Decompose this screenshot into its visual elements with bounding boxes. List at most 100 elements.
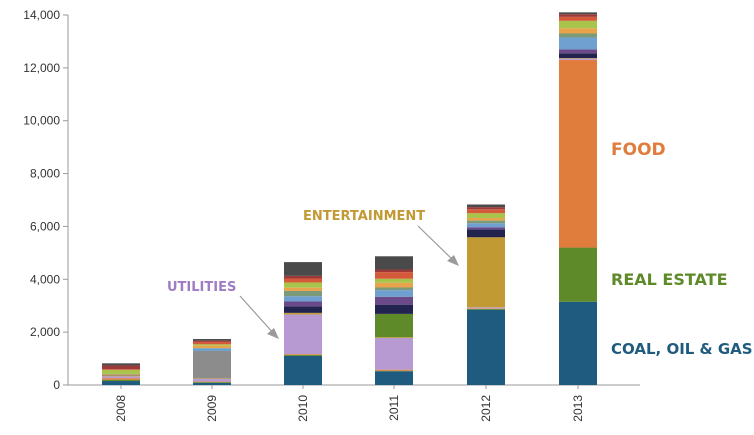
- bar-segment-2012-13: [467, 213, 505, 218]
- annotation-coal-oil-gas: COAL, OIL & GAS: [611, 340, 753, 358]
- bar-segment-2011-10: [375, 290, 413, 297]
- x-tick-label-group: 2008 2009 2010 2011 2012 2013: [114, 395, 585, 422]
- bar-segment-2013-11: [559, 33, 597, 38]
- bar-segment-2011-9: [375, 296, 413, 305]
- annotation-food: FOOD: [611, 140, 666, 160]
- bar-segment-2012-12: [467, 217, 505, 221]
- x-tick-label-2009: 2009: [205, 395, 219, 422]
- bar-segment-2011-14: [375, 272, 413, 279]
- bar-segment-2010-16: [284, 262, 322, 276]
- bar-segment-2013-13: [559, 20, 597, 29]
- bar-segment-2011-2: [375, 369, 413, 371]
- bar-segment-2009-14: [193, 341, 231, 345]
- x-tick-label-2008: 2008: [114, 395, 128, 422]
- x-tick-label-2012: 2012: [479, 395, 493, 422]
- bar-segment-2013-12: [559, 28, 597, 34]
- bar-segment-2009-13: [193, 344, 231, 346]
- y-tick-label: 14,000: [23, 8, 60, 22]
- bar-segment-2012-14: [467, 209, 505, 214]
- bar-segment-2008-16: [102, 363, 140, 366]
- bar-segment-2008-6: [102, 374, 140, 376]
- bar-segment-2012-1: [467, 308, 505, 310]
- bar-segment-2008-2: [102, 378, 140, 380]
- bar-segment-2013-8: [559, 53, 597, 59]
- bar-segment-2010-10: [284, 296, 322, 302]
- utilities-arrow: [239, 295, 279, 339]
- bar-segment-2012-3: [467, 307, 505, 309]
- bar-segment-2011-5: [375, 313, 413, 338]
- y-tick-label: 10,000: [23, 114, 60, 128]
- bar-segment-2011-0: [375, 371, 413, 385]
- entertainment-arrow: [417, 225, 459, 266]
- bar-segment-2009-6: [193, 350, 231, 379]
- bar-segment-2012-10: [467, 223, 505, 228]
- bar-segment-2010-11: [284, 290, 322, 297]
- y-tick-group: 0 2,000 4,000 6,000 8,000 10,000 12,000 14,000: [23, 8, 68, 392]
- y-tick-label: 8,000: [30, 167, 60, 181]
- bar-segment-2010-15: [284, 275, 322, 279]
- bar-segment-2011-12: [375, 282, 413, 288]
- annotation-group: FOOD REAL ESTATE COAL, OIL & GAS UTILITI…: [167, 140, 753, 358]
- axes: [67, 15, 640, 386]
- annotation-utilities: UTILITIES: [167, 280, 236, 295]
- bar-segment-2009-0: [193, 382, 231, 385]
- bar-segment-2011-4: [375, 337, 413, 338]
- bar-segment-2008-4: [102, 375, 140, 377]
- bar-segment-2010-13: [284, 282, 322, 288]
- bar-segment-2008-0: [102, 381, 140, 385]
- bar-segment-2012-15: [467, 207, 505, 210]
- y-tick-label: 2,000: [30, 325, 60, 339]
- bar-segment-2009-15: [193, 340, 231, 342]
- bar-segment-2010-12: [284, 287, 322, 291]
- bar-segment-2012-16: [467, 204, 505, 208]
- bar-segment-2010-8: [284, 306, 322, 313]
- bar-segment-2009-4: [193, 378, 231, 379]
- bar-segment-2008-3: [102, 376, 140, 379]
- bar-segment-2013-4: [559, 58, 597, 59]
- bar-segment-2008-12: [102, 373, 140, 375]
- bar-segment-2009-3: [193, 378, 231, 382]
- bar-segment-2012-0: [467, 309, 505, 385]
- bar-segment-2010-1: [284, 354, 322, 356]
- bar-segment-2010-0: [284, 355, 322, 385]
- bar-segment-2013-9: [559, 49, 597, 54]
- bar-segment-2011-15: [375, 269, 413, 273]
- bar-segment-2009-1: [193, 382, 231, 383]
- bar-segment-2013-2: [559, 59, 597, 248]
- bar-segment-2012-8: [467, 229, 505, 238]
- annotation-entertainment: ENTERTAINMENT: [303, 209, 425, 224]
- bar-segment-2011-16: [375, 256, 413, 270]
- y-tick-label: 4,000: [30, 272, 60, 286]
- bar-segment-2010-14: [284, 278, 322, 283]
- bar-segment-2013-1: [559, 247, 597, 302]
- bar-segment-2012-2: [467, 308, 505, 309]
- bar-group: [102, 12, 597, 389]
- bar-segment-2010-3: [284, 314, 322, 355]
- bar-segment-2011-3: [375, 337, 413, 370]
- bar-segment-2009-16: [193, 339, 231, 341]
- bar-segment-2012-11: [467, 220, 505, 224]
- y-tick-label: 0: [53, 378, 60, 392]
- bar-segment-2011-8: [375, 304, 413, 314]
- bar-segment-2008-13: [102, 369, 140, 374]
- x-tick-label-2011: 2011: [387, 395, 401, 421]
- bar-segment-2013-15: [559, 14, 597, 17]
- bar-segment-2013-10: [559, 37, 597, 50]
- bar-segment-2008-15: [102, 365, 140, 370]
- bar-segment-2013-0: [559, 301, 597, 385]
- y-tick-label: 6,000: [30, 219, 60, 233]
- bar-segment-2010-4: [284, 312, 322, 315]
- bar-segment-2013-3: [559, 58, 597, 60]
- bar-segment-2011-13: [375, 278, 413, 283]
- bar-segment-2012-9: [467, 227, 505, 230]
- bar-segment-2008-1: [102, 379, 140, 382]
- x-tick-label-2013: 2013: [571, 395, 585, 422]
- bar-segment-2008-14: [102, 369, 140, 370]
- bar-segment-2013-16: [559, 12, 597, 15]
- bar-segment-2011-11: [375, 287, 413, 291]
- y-tick-label: 12,000: [23, 61, 60, 75]
- bar-segment-2009-2: [193, 381, 231, 383]
- bar-segment-2010-2: [284, 354, 322, 355]
- bar-segment-2009-12: [193, 345, 231, 349]
